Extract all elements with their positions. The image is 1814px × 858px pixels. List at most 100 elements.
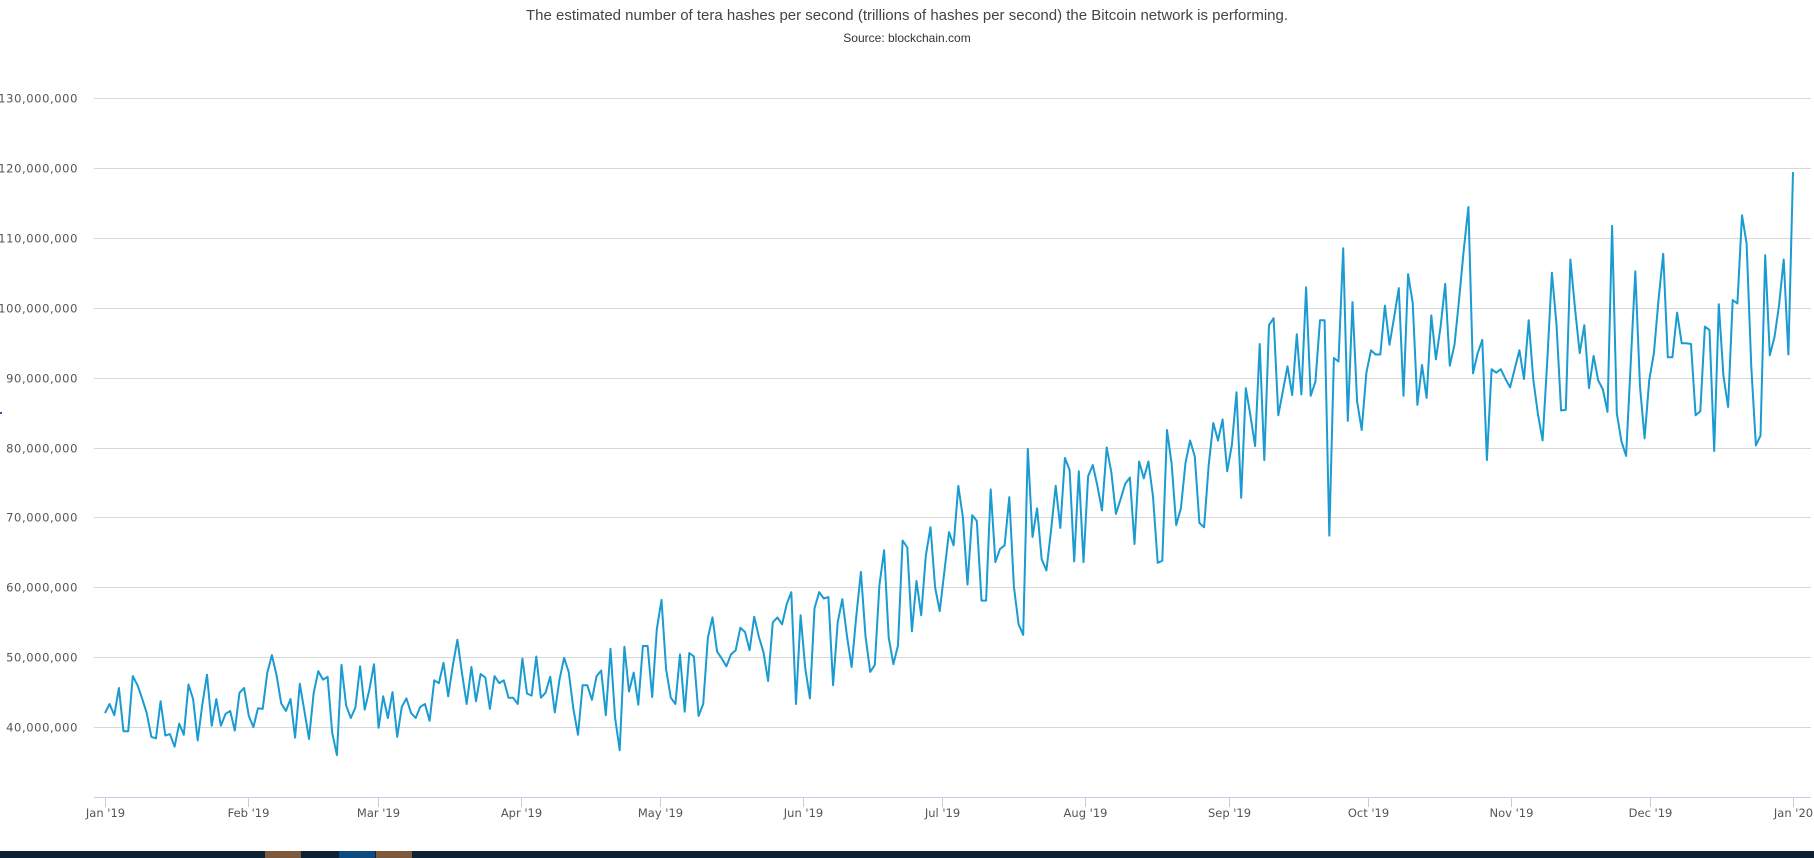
data-point[interactable]	[687, 651, 691, 655]
data-point[interactable]	[386, 716, 390, 720]
data-point[interactable]	[1262, 458, 1266, 462]
data-point[interactable]	[1276, 413, 1280, 417]
data-point[interactable]	[966, 583, 970, 587]
data-point[interactable]	[1221, 418, 1225, 422]
data-point[interactable]	[998, 547, 1002, 551]
data-point[interactable]	[1327, 534, 1331, 538]
data-point[interactable]	[224, 712, 228, 716]
data-point[interactable]	[363, 708, 367, 712]
data-point[interactable]	[1791, 170, 1795, 174]
data-point[interactable]	[1049, 529, 1053, 533]
data-point[interactable]	[1105, 446, 1109, 450]
data-point[interactable]	[1531, 378, 1535, 382]
data-point[interactable]	[1698, 409, 1702, 413]
data-point[interactable]	[822, 597, 826, 601]
data-point[interactable]	[1286, 364, 1290, 368]
data-point[interactable]	[660, 598, 664, 602]
data-point[interactable]	[901, 539, 905, 543]
data-point[interactable]	[1109, 470, 1113, 474]
data-point[interactable]	[1545, 360, 1549, 364]
data-point[interactable]	[265, 671, 269, 675]
data-point[interactable]	[599, 669, 603, 673]
data-point[interactable]	[738, 626, 742, 630]
data-point[interactable]	[924, 554, 928, 558]
data-point[interactable]	[1040, 557, 1044, 561]
data-point[interactable]	[636, 703, 640, 707]
data-point[interactable]	[377, 726, 381, 730]
data-point[interactable]	[381, 694, 385, 698]
data-point[interactable]	[326, 675, 330, 679]
data-point[interactable]	[1091, 463, 1095, 467]
data-point[interactable]	[488, 707, 492, 711]
data-point[interactable]	[1346, 419, 1350, 423]
data-point[interactable]	[1735, 302, 1739, 306]
data-point[interactable]	[1388, 343, 1392, 347]
data-point[interactable]	[242, 686, 246, 690]
data-point[interactable]	[1550, 271, 1554, 275]
data-point[interactable]	[826, 595, 830, 599]
data-point[interactable]	[576, 733, 580, 737]
data-point[interactable]	[553, 710, 557, 714]
data-point[interactable]	[279, 701, 283, 705]
data-point[interactable]	[1541, 439, 1545, 443]
data-point[interactable]	[1596, 378, 1600, 382]
data-point[interactable]	[993, 560, 997, 564]
data-point[interactable]	[817, 590, 821, 594]
data-point[interactable]	[1058, 526, 1062, 530]
data-point[interactable]	[330, 731, 334, 735]
data-point[interactable]	[1670, 355, 1674, 359]
data-point[interactable]	[293, 736, 297, 740]
data-point[interactable]	[1114, 512, 1118, 516]
data-point[interactable]	[762, 650, 766, 654]
data-point[interactable]	[1517, 348, 1521, 352]
data-point[interactable]	[1490, 367, 1494, 371]
data-point[interactable]	[1156, 561, 1160, 565]
data-point[interactable]	[367, 688, 371, 692]
data-point[interactable]	[1351, 300, 1355, 304]
data-point[interactable]	[1272, 316, 1276, 320]
data-point[interactable]	[669, 696, 673, 700]
data-point[interactable]	[451, 664, 455, 668]
data-point[interactable]	[766, 679, 770, 683]
data-point[interactable]	[905, 546, 909, 550]
data-point[interactable]	[335, 753, 339, 757]
data-point[interactable]	[1606, 410, 1610, 414]
data-point[interactable]	[233, 729, 237, 733]
data-point[interactable]	[196, 738, 200, 742]
data-point[interactable]	[1174, 523, 1178, 527]
data-point[interactable]	[919, 613, 923, 617]
data-point[interactable]	[1717, 302, 1721, 306]
data-point[interactable]	[1587, 386, 1591, 390]
data-point[interactable]	[340, 663, 344, 667]
data-point[interactable]	[460, 672, 464, 676]
data-point[interactable]	[1142, 476, 1146, 480]
data-point[interactable]	[673, 702, 677, 706]
data-point[interactable]	[854, 614, 858, 618]
data-point[interactable]	[952, 543, 956, 547]
data-point[interactable]	[1054, 484, 1058, 488]
data-point[interactable]	[1323, 318, 1327, 322]
data-point[interactable]	[1684, 341, 1688, 345]
data-point[interactable]	[1397, 286, 1401, 290]
data-point[interactable]	[975, 519, 979, 523]
data-point[interactable]	[831, 683, 835, 687]
data-point[interactable]	[836, 620, 840, 624]
data-point[interactable]	[664, 667, 668, 671]
data-point[interactable]	[1207, 463, 1211, 467]
data-point[interactable]	[1332, 356, 1336, 360]
data-point[interactable]	[947, 530, 951, 534]
data-point[interactable]	[525, 692, 529, 696]
data-point[interactable]	[1782, 258, 1786, 262]
data-point[interactable]	[307, 737, 311, 741]
data-point[interactable]	[1443, 282, 1447, 286]
data-point[interactable]	[980, 599, 984, 603]
data-point[interactable]	[516, 702, 520, 706]
data-point[interactable]	[159, 699, 163, 703]
data-point[interactable]	[1003, 543, 1007, 547]
data-point[interactable]	[145, 711, 149, 715]
data-point[interactable]	[1633, 269, 1637, 273]
data-point[interactable]	[168, 732, 172, 736]
data-point[interactable]	[609, 647, 613, 651]
data-point[interactable]	[1151, 494, 1155, 498]
data-point[interactable]	[511, 696, 515, 700]
